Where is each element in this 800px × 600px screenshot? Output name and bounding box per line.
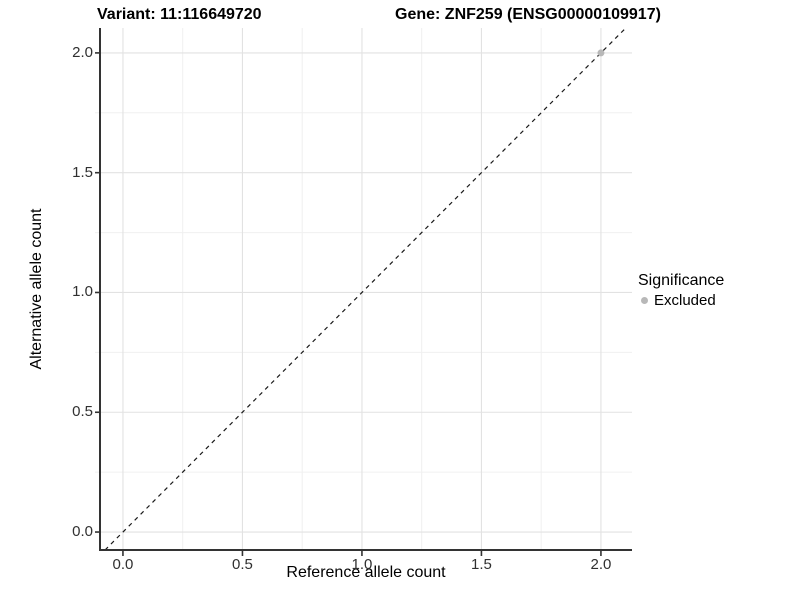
y-tick-label: 0.0 — [72, 523, 93, 541]
y-tick-label: 0.5 — [72, 403, 93, 421]
identity-line — [104, 28, 627, 551]
legend-entry-label: Excluded — [654, 292, 716, 309]
x-tick-label: 2.0 — [590, 556, 612, 573]
y-axis-title: Alternative allele count — [28, 208, 45, 370]
legend: Significance Excluded — [638, 272, 724, 309]
x-tick-label: 0.5 — [232, 556, 253, 573]
y-tick-label: 1.5 — [72, 163, 93, 181]
y-tick-label: 2.0 — [72, 43, 93, 61]
y-tick-label: 1.0 — [72, 283, 93, 301]
plot-panel — [95, 28, 632, 556]
data-point-excluded — [597, 49, 605, 57]
x-axis-title: Reference allele count — [286, 564, 446, 581]
legend-entry-excluded: Excluded — [641, 292, 724, 309]
variant-title: Variant: 11:116649720 — [97, 6, 262, 23]
x-tick-label: 0.0 — [112, 556, 134, 573]
excluded-point-icon — [641, 297, 648, 304]
gene-title: Gene: ZNF259 (ENSG00000109917) — [395, 6, 661, 23]
x-tick-label: 1.5 — [470, 556, 492, 573]
legend-title: Significance — [638, 272, 725, 289]
x-tick-label: 1.0 — [351, 556, 373, 573]
